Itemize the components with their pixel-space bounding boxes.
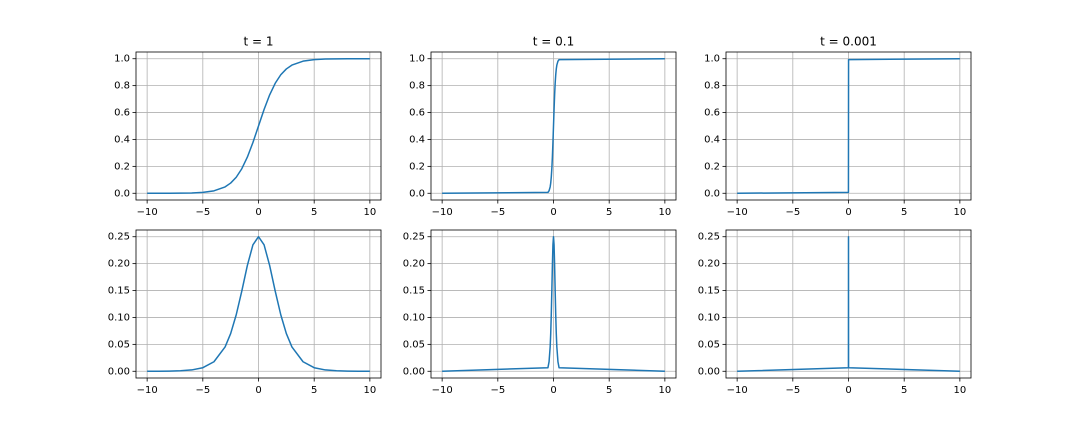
curve <box>147 235 370 373</box>
y-tick-label: 0.00 <box>108 366 130 377</box>
x-tick-label: −10 <box>137 385 158 396</box>
y-tick-label: 0.05 <box>403 339 425 350</box>
y-tick-label: 0.4 <box>704 134 720 145</box>
y-tick-label: 0.15 <box>698 286 720 297</box>
y-tick-label: 0.0 <box>409 188 425 199</box>
axes-frame <box>430 229 677 379</box>
x-tick-label: 0 <box>845 207 851 218</box>
axes-frame <box>725 51 972 201</box>
x-tick-label: 0 <box>255 207 261 218</box>
x-tick-label: 10 <box>363 385 376 396</box>
x-tick-label: 5 <box>606 207 612 218</box>
x-tick-label: −5 <box>195 385 210 396</box>
axes-frame <box>135 51 382 201</box>
y-tick-label: 0.20 <box>698 259 720 270</box>
y-tick-label: 0.0 <box>114 188 130 199</box>
y-tick-label: 0.25 <box>698 232 720 243</box>
subplot-title: t = 0.001 <box>820 35 877 49</box>
y-tick-label: 0.10 <box>403 312 425 323</box>
y-tick-label: 0.8 <box>114 81 130 92</box>
x-tick-label: 0 <box>550 385 556 396</box>
y-tick-label: 0.20 <box>108 259 130 270</box>
x-tick-label: −5 <box>785 207 800 218</box>
y-tick-label: 0.4 <box>409 134 425 145</box>
subplot-title: t = 1 <box>243 35 273 49</box>
y-tick-label: 0.6 <box>704 108 720 119</box>
x-tick-label: 5 <box>311 207 317 218</box>
x-tick-label: −10 <box>727 385 748 396</box>
y-tick-label: 1.0 <box>114 54 130 65</box>
x-tick-label: 10 <box>953 385 966 396</box>
x-tick-label: 10 <box>363 207 376 218</box>
curve <box>442 57 665 195</box>
x-tick-label: 0 <box>550 207 556 218</box>
y-tick-label: 0.00 <box>403 366 425 377</box>
curve <box>737 57 960 195</box>
x-tick-label: 10 <box>658 385 671 396</box>
x-tick-label: −10 <box>432 385 453 396</box>
axes-frame <box>135 229 382 379</box>
y-tick-label: 0.15 <box>108 286 130 297</box>
x-tick-label: −5 <box>490 207 505 218</box>
x-tick-label: −10 <box>137 207 158 218</box>
y-tick-label: 0.8 <box>409 81 425 92</box>
x-tick-label: 5 <box>901 385 907 396</box>
y-tick-label: 1.0 <box>704 54 720 65</box>
x-tick-label: −5 <box>490 385 505 396</box>
y-tick-label: 0.10 <box>698 312 720 323</box>
y-tick-label: 0.05 <box>698 339 720 350</box>
y-tick-label: 0.20 <box>403 259 425 270</box>
x-tick-label: −5 <box>195 207 210 218</box>
y-tick-label: 0.2 <box>114 161 130 172</box>
y-tick-label: 0.6 <box>114 108 130 119</box>
curve <box>147 57 370 195</box>
y-tick-label: 0.05 <box>108 339 130 350</box>
y-tick-label: 0.15 <box>403 286 425 297</box>
y-tick-label: 0.25 <box>108 232 130 243</box>
curve <box>737 235 960 373</box>
y-tick-label: 0.25 <box>403 232 425 243</box>
y-tick-label: 0.8 <box>704 81 720 92</box>
x-tick-label: 10 <box>658 207 671 218</box>
x-tick-label: 0 <box>845 385 851 396</box>
x-tick-label: 0 <box>255 385 261 396</box>
axes-frame <box>725 229 972 379</box>
y-tick-label: 0.2 <box>704 161 720 172</box>
subplot-title: t = 0.1 <box>533 35 574 49</box>
y-tick-label: 0.4 <box>114 134 130 145</box>
axes-frame <box>430 51 677 201</box>
x-tick-label: 5 <box>311 385 317 396</box>
y-tick-label: 0.0 <box>704 188 720 199</box>
x-tick-label: −5 <box>785 385 800 396</box>
y-tick-label: 0.2 <box>409 161 425 172</box>
y-tick-label: 0.6 <box>409 108 425 119</box>
x-tick-label: 10 <box>953 207 966 218</box>
y-tick-label: 0.00 <box>698 366 720 377</box>
x-tick-label: 5 <box>606 385 612 396</box>
x-tick-label: 5 <box>901 207 907 218</box>
y-tick-label: 1.0 <box>409 54 425 65</box>
x-tick-label: −10 <box>727 207 748 218</box>
x-tick-label: −10 <box>432 207 453 218</box>
curve <box>442 235 665 373</box>
y-tick-label: 0.10 <box>108 312 130 323</box>
